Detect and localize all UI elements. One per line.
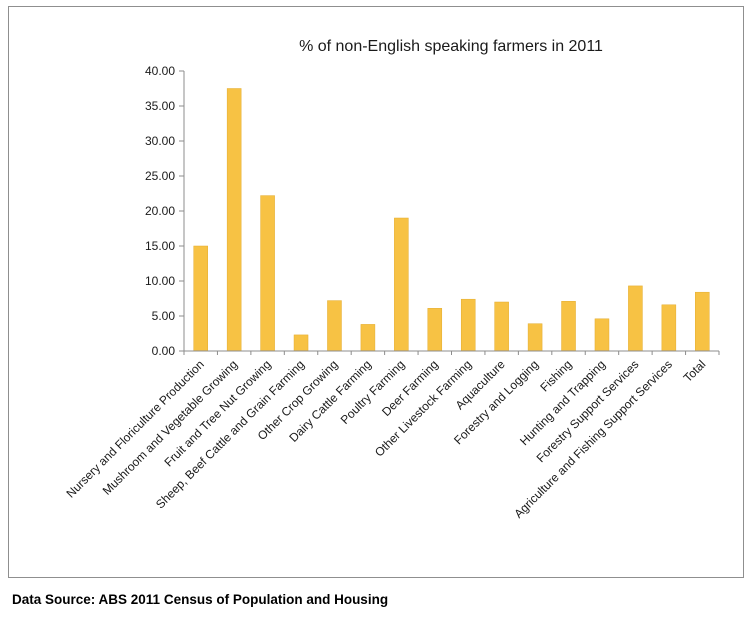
bar	[193, 245, 208, 352]
bar	[293, 334, 309, 352]
data-source-caption: Data Source: ABS 2011 Census of Populati…	[12, 592, 389, 607]
y-tick-label: 10.00	[145, 274, 175, 288]
y-tick-label: 30.00	[145, 134, 175, 148]
bar	[661, 304, 677, 352]
y-tick-label: 20.00	[145, 204, 175, 218]
bar	[327, 300, 342, 352]
bar	[561, 301, 576, 352]
bar	[360, 324, 376, 352]
bar	[460, 298, 476, 352]
bar	[394, 217, 409, 352]
y-tick-label: 40.00	[145, 64, 175, 78]
chart-title: % of non-English speaking farmers in 201…	[299, 38, 603, 55]
bar	[260, 195, 275, 352]
y-tick-label: 35.00	[145, 99, 175, 113]
bar	[427, 308, 443, 352]
chart-frame: % of non-English speaking farmers in 201…	[8, 6, 744, 578]
y-tick-label: 15.00	[145, 239, 175, 253]
bar	[494, 301, 509, 352]
plot-area: 0.00 5.00 10.00 15.00 20.00 25.00 30.00 35.00 40…	[63, 64, 720, 521]
y-tick-label: 25.00	[145, 169, 175, 183]
x-axis-label: Mushroom and Vegetable Growing	[100, 357, 241, 498]
bar	[594, 318, 610, 352]
bar	[226, 88, 242, 352]
bar	[527, 323, 543, 352]
y-tick-label: 0.00	[152, 344, 176, 358]
y-tick-label: 5.00	[152, 309, 176, 323]
bar-chart: % of non-English speaking farmers in 201…	[63, 38, 720, 521]
bar	[695, 291, 710, 352]
x-axis-label: Total	[681, 357, 709, 385]
bar	[628, 285, 643, 352]
